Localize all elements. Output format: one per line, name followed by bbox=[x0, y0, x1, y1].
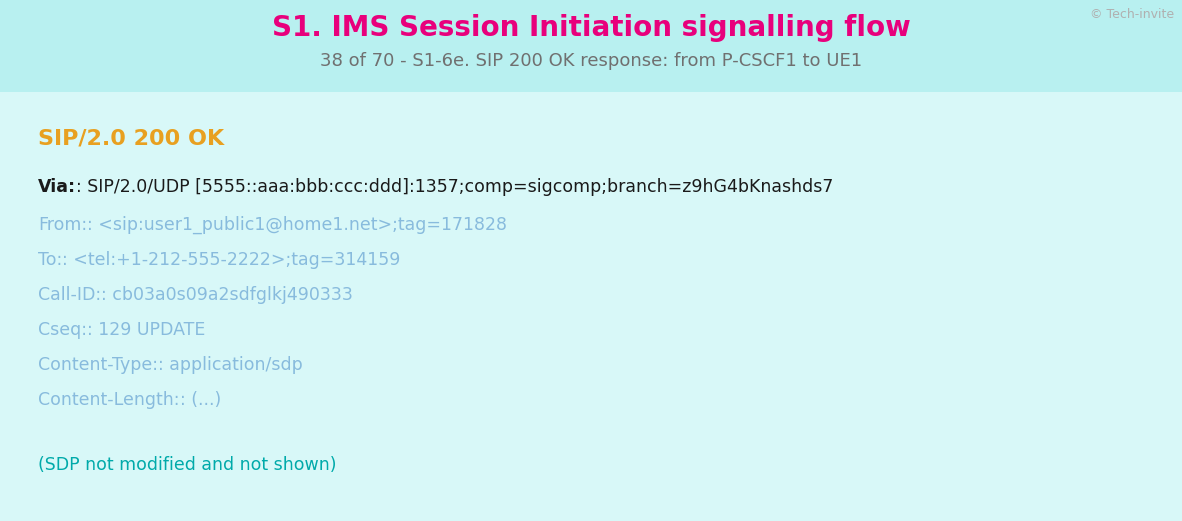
Text: SIP/2.0 200 OK: SIP/2.0 200 OK bbox=[38, 128, 225, 148]
Text: : <tel:+1-212-555-2222>;tag=314159: : <tel:+1-212-555-2222>;tag=314159 bbox=[63, 251, 401, 269]
Text: From:: From: bbox=[38, 216, 87, 234]
Text: Call-ID:: Call-ID: bbox=[38, 286, 102, 304]
Text: : <sip:user1_public1@home1.net>;tag=171828: : <sip:user1_public1@home1.net>;tag=1718… bbox=[87, 216, 507, 234]
Text: : cb03a0s09a2sdfglkj490333: : cb03a0s09a2sdfglkj490333 bbox=[102, 286, 353, 304]
Text: 38 of 70 - S1-6e. SIP 200 OK response: from P-CSCF1 to UE1: 38 of 70 - S1-6e. SIP 200 OK response: f… bbox=[320, 52, 862, 70]
Text: Cseq:: Cseq: bbox=[38, 321, 87, 339]
Text: : 129 UPDATE: : 129 UPDATE bbox=[87, 321, 206, 339]
Text: Via:: Via: bbox=[38, 178, 76, 196]
Text: Content-Length:: Content-Length: bbox=[38, 391, 180, 409]
Text: (SDP not modified and not shown): (SDP not modified and not shown) bbox=[38, 456, 337, 474]
Bar bbox=[0, 0, 1182, 92]
Text: © Tech-invite: © Tech-invite bbox=[1090, 8, 1174, 21]
Text: : SIP/2.0/UDP [5555::aaa:bbb:ccc:ddd]:1357;comp=sigcomp;branch=z9hG4bKnashds7: : SIP/2.0/UDP [5555::aaa:bbb:ccc:ddd]:13… bbox=[76, 178, 833, 196]
Text: To:: To: bbox=[38, 251, 63, 269]
Text: Content-Type:: Content-Type: bbox=[38, 356, 158, 374]
Text: S1. IMS Session Initiation signalling flow: S1. IMS Session Initiation signalling fl… bbox=[272, 14, 910, 42]
Text: : (...): : (...) bbox=[180, 391, 221, 409]
Text: : application/sdp: : application/sdp bbox=[158, 356, 303, 374]
